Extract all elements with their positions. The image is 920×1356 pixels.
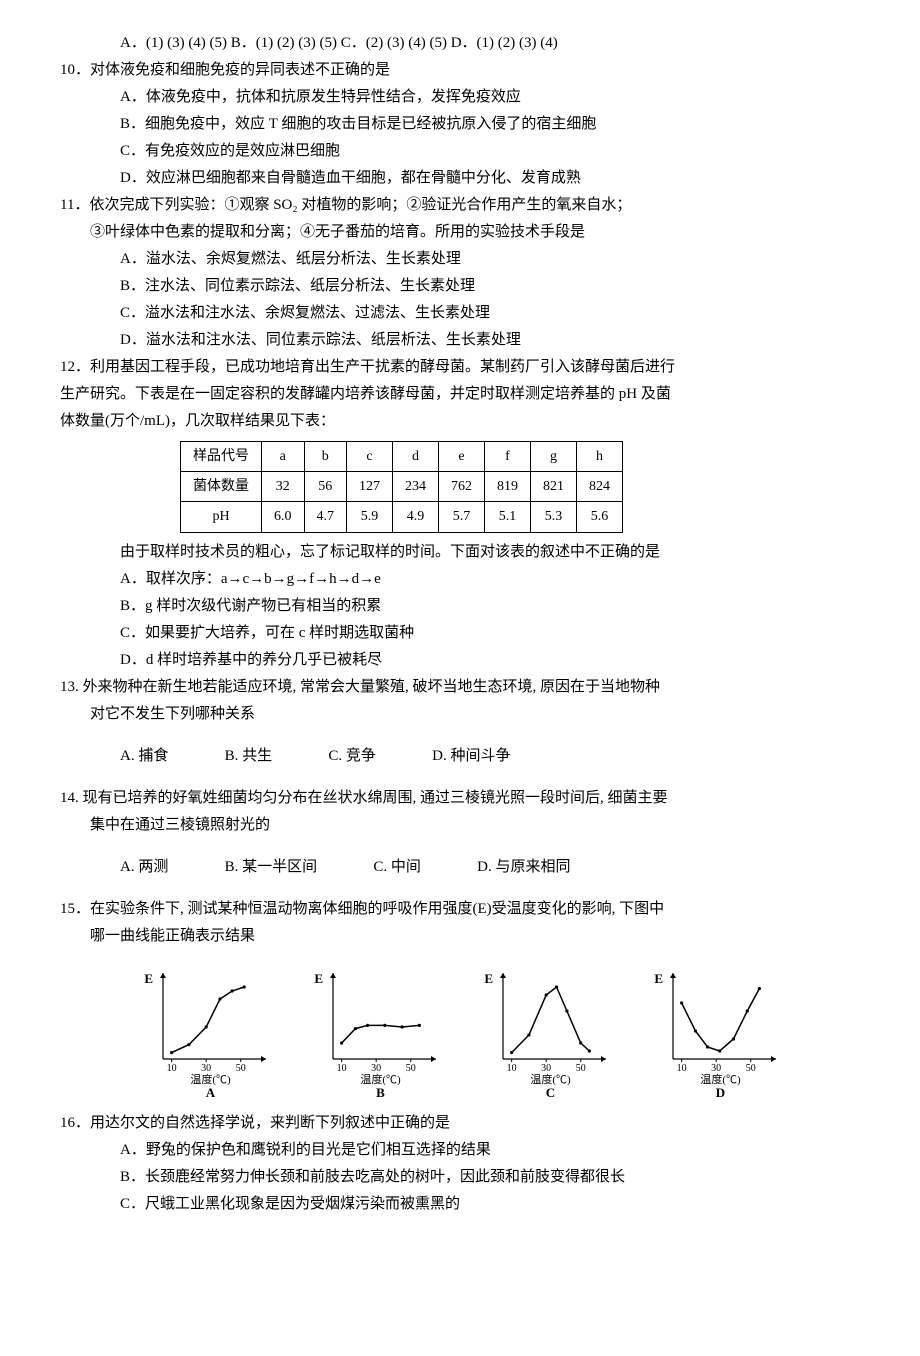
- svg-text:E: E: [484, 971, 493, 986]
- q16-stem: 16．用达尔文的自然选择学说，来判断下列叙述中正确的是: [60, 1110, 860, 1137]
- q12-opt-b: B．g 样时次级代谢产物已有相当的积累: [60, 593, 860, 620]
- svg-text:E: E: [654, 971, 663, 986]
- q13-opt-d: D. 种间斗争: [432, 743, 510, 770]
- chart-c: E 10 30 50 温度(℃) C: [475, 964, 615, 1102]
- svg-text:温度(℃): 温度(℃): [530, 1072, 571, 1086]
- q10-opt-a: A．体液免疫中，抗体和抗原发生特异性结合，发挥免疫效应: [60, 84, 860, 111]
- svg-text:E: E: [314, 971, 323, 986]
- q13-opt-c: C. 竞争: [328, 743, 376, 770]
- svg-text:10: 10: [337, 1063, 347, 1074]
- q12-opt-a: A．取样次序：a→c→b→g→f→h→d→e: [60, 566, 860, 593]
- q13-opt-a: A. 捕食: [120, 743, 168, 770]
- q13-stem2: 对它不发生下列哪种关系: [60, 701, 860, 728]
- q15-stem2: 哪一曲线能正确表示结果: [60, 923, 860, 950]
- q16-opt-a: A．野兔的保护色和鹰锐利的目光是它们相互选择的结果: [60, 1137, 860, 1164]
- svg-text:B: B: [376, 1085, 385, 1100]
- svg-text:30: 30: [371, 1063, 381, 1074]
- q14-opt-a: A. 两测: [120, 854, 168, 881]
- table-row: 样品代号 a b c d e f g h: [181, 442, 623, 472]
- svg-text:30: 30: [711, 1063, 721, 1074]
- q16-opt-b: B．长颈鹿经常努力伸长颈和前肢去吃高处的树叶，因此颈和前肢变得都很长: [60, 1164, 860, 1191]
- svg-text:50: 50: [406, 1063, 416, 1074]
- q13-stem1: 13. 外来物种在新生地若能适应环境, 常常会大量繁殖, 破坏当地生态环境, 原…: [60, 674, 860, 701]
- q12-opt-d: D．d 样时培养基中的养分几乎已被耗尽: [60, 647, 860, 674]
- q14-stem1: 14. 现有已培养的好氧姓细菌均匀分布在丝状水绵周围, 通过三棱镜光照一段时间后…: [60, 785, 860, 812]
- table-row: 菌体数量 32 56 127 234 762 819 821 824: [181, 472, 623, 502]
- q12-stem1: 12．利用基因工程手段，已成功地培育出生产干扰素的酵母菌。某制药厂引入该酵母菌后…: [60, 354, 860, 381]
- q10-opt-c: C．有免疫效应的是效应淋巴细胞: [60, 138, 860, 165]
- svg-text:50: 50: [576, 1063, 586, 1074]
- svg-text:10: 10: [677, 1063, 687, 1074]
- svg-text:A: A: [206, 1085, 216, 1100]
- svg-text:10: 10: [167, 1063, 177, 1074]
- svg-text:30: 30: [541, 1063, 551, 1074]
- q11-stem2: ③叶绿体中色素的提取和分离；④无子番茄的培育。所用的实验技术手段是: [60, 219, 860, 246]
- q11-opt-b: B．注水法、同位素示踪法、纸层分析法、生长素处理: [60, 273, 860, 300]
- q12-stem3: 体数量(万个/mL)，几次取样结果见下表：: [60, 408, 860, 435]
- svg-text:温度(℃): 温度(℃): [700, 1072, 741, 1086]
- svg-text:50: 50: [746, 1063, 756, 1074]
- q14-options: A. 两测 B. 某一半区间 C. 中间 D. 与原来相同: [60, 854, 860, 881]
- q13-opt-b: B. 共生: [225, 743, 273, 770]
- q10-opt-d: D．效应淋巴细胞都来自骨髓造血干细胞，都在骨髓中分化、发育成熟: [60, 165, 860, 192]
- svg-text:温度(℃): 温度(℃): [360, 1072, 401, 1086]
- q14-stem2: 集中在通过三棱镜照射光的: [60, 812, 860, 839]
- chart-b: E 10 30 50 温度(℃) B: [305, 964, 445, 1102]
- q15-charts: E 10 30 50 温度(℃) A E 10 30 50 温度(℃) B E 10 30…: [60, 964, 860, 1102]
- q14-opt-b: B. 某一半区间: [225, 854, 318, 881]
- q16-opt-c: C．尺蛾工业黑化现象是因为受烟煤污染而被熏黑的: [60, 1191, 860, 1218]
- q12-stem2: 生产研究。下表是在一固定容积的发酵罐内培养该酵母菌，并定时取样测定培养基的 pH…: [60, 381, 860, 408]
- chart-a: E 10 30 50 温度(℃) A: [135, 964, 275, 1102]
- q9-options: A．(1) (3) (4) (5) B．(1) (2) (3) (5) C．(2…: [60, 30, 860, 57]
- svg-text:温度(℃): 温度(℃): [190, 1072, 231, 1086]
- q15-stem1: 15．在实验条件下, 测试某种恒温动物离体细胞的呼吸作用强度(E)受温度变化的影…: [60, 896, 860, 923]
- q13-options: A. 捕食 B. 共生 C. 竞争 D. 种间斗争: [60, 743, 860, 770]
- q11-opt-d: D．溢水法和注水法、同位素示踪法、纸层析法、生长素处理: [60, 327, 860, 354]
- svg-text:10: 10: [507, 1063, 517, 1074]
- q11-opt-a: A．溢水法、余烬复燃法、纸层分析法、生长素处理: [60, 246, 860, 273]
- q11-stem1: 11．依次完成下列实验：①观察 SO₂ 对植物的影响；②验证光合作用产生的氧来自…: [60, 192, 860, 219]
- q12-opt-c: C．如果要扩大培养，可在 c 样时期选取菌种: [60, 620, 860, 647]
- q12-note: 由于取样时技术员的粗心，忘了标记取样的时间。下面对该表的叙述中不正确的是: [60, 539, 860, 566]
- svg-text:50: 50: [236, 1063, 246, 1074]
- svg-text:C: C: [546, 1085, 555, 1100]
- q14-opt-d: D. 与原来相同: [477, 854, 570, 881]
- chart-d: E 10 30 50 温度(℃) D: [645, 964, 785, 1102]
- svg-text:E: E: [144, 971, 153, 986]
- q11-opt-c: C．溢水法和注水法、余烬复燃法、过滤法、生长素处理: [60, 300, 860, 327]
- q10-opt-b: B．细胞免疫中，效应 T 细胞的攻击目标是已经被抗原入侵了的宿主细胞: [60, 111, 860, 138]
- q12-table: 样品代号 a b c d e f g h 菌体数量 32 56 127 234 …: [180, 441, 623, 533]
- table-row: pH 6.0 4.7 5.9 4.9 5.7 5.1 5.3 5.6: [181, 502, 623, 532]
- q14-opt-c: C. 中间: [373, 854, 421, 881]
- svg-text:D: D: [716, 1085, 725, 1100]
- q10-stem: 10．对体液免疫和细胞免疫的异同表述不正确的是: [60, 57, 860, 84]
- svg-text:30: 30: [201, 1063, 211, 1074]
